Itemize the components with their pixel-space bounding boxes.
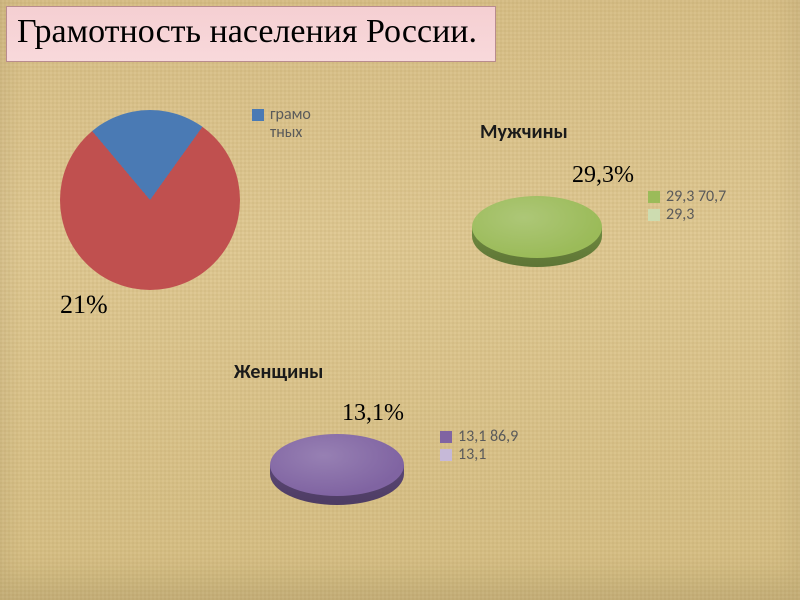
legend-item: 13,1 86,9 xyxy=(440,428,518,446)
legend-item: 29,3 xyxy=(648,206,726,224)
legend-swatch xyxy=(440,449,452,461)
legend-men: 29,3 70,7 29,3 xyxy=(648,188,726,225)
legend-label: грамотных xyxy=(270,106,314,143)
pie-women-pct: 13,1% xyxy=(342,400,404,427)
legend-swatch xyxy=(440,431,452,443)
pie-overall xyxy=(60,110,240,290)
subtitle-women: Женщины xyxy=(234,360,323,384)
legend-item: 29,3 70,7 xyxy=(648,188,726,206)
legend-women: 13,1 86,9 13,1 xyxy=(440,428,518,465)
chart-overall: 21% xyxy=(60,110,240,320)
legend-item: грамотных xyxy=(252,106,314,143)
legend-label: 13,1 xyxy=(458,446,486,464)
legend-label: 29,3 xyxy=(666,206,694,224)
legend-item: 13,1 xyxy=(440,446,518,464)
pie3d-top xyxy=(270,434,404,496)
legend-swatch xyxy=(648,209,660,221)
page-title: Грамотность населения России. xyxy=(17,13,477,50)
title-bar: Грамотность населения России. xyxy=(6,6,496,62)
pie3d-top xyxy=(472,196,602,258)
subtitle-men: Мужчины xyxy=(480,120,568,144)
legend-swatch xyxy=(648,191,660,203)
legend-label: 13,1 86,9 xyxy=(458,428,518,446)
pie-men-pct: 29,3% xyxy=(572,162,634,189)
pie-overall-pct: 21% xyxy=(60,290,240,320)
legend-swatch xyxy=(252,109,264,121)
legend-overall: грамотных xyxy=(252,106,314,143)
legend-label: 29,3 70,7 xyxy=(666,188,726,206)
